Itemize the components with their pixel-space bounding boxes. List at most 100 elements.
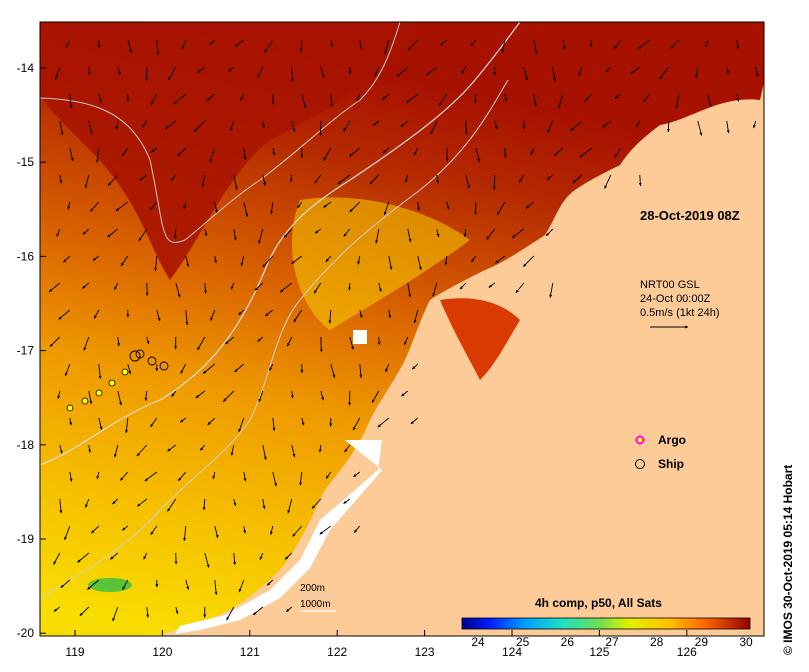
- current-vector: [602, 120, 612, 128]
- current-vector: [292, 525, 303, 537]
- current-vector: [461, 66, 467, 75]
- current-vector: [330, 39, 334, 48]
- current-vector: [204, 282, 207, 294]
- current-vector: [259, 552, 264, 561]
- current-vector: [736, 39, 740, 50]
- current-vector: [204, 228, 208, 237]
- current-vector: [314, 228, 322, 234]
- current-vector: [88, 66, 91, 76]
- current-vector: [755, 66, 759, 77]
- current-vector: [174, 93, 187, 104]
- current-vector: [55, 66, 61, 80]
- current-vector: [225, 336, 235, 345]
- current-vector: [289, 174, 293, 183]
- current-vector: [285, 606, 293, 613]
- current-vector: [143, 552, 148, 560]
- current-vector: [375, 228, 380, 244]
- current-vector: [107, 174, 119, 186]
- current-vector: [121, 147, 129, 156]
- current-vector: [209, 147, 216, 163]
- current-vector: [58, 309, 71, 320]
- current-vector: [69, 471, 73, 482]
- current-vector: [127, 39, 132, 53]
- current-vector: [67, 201, 71, 210]
- current-vector: [291, 444, 296, 458]
- current-vector: [518, 174, 525, 184]
- current-vector: [197, 336, 206, 351]
- current-vector: [150, 147, 158, 153]
- current-vector: [65, 39, 71, 48]
- current-vector: [88, 444, 92, 453]
- current-vector: [181, 39, 187, 50]
- current-vector: [257, 336, 264, 342]
- current-vector: [92, 255, 100, 261]
- current-vector: [320, 66, 325, 79]
- current-vector: [301, 93, 307, 109]
- current-vector: [330, 93, 334, 107]
- current-vector: [96, 147, 100, 163]
- current-vector: [83, 336, 90, 351]
- current-vector: [185, 579, 190, 590]
- current-vector: [290, 66, 294, 83]
- current-vector: [222, 390, 235, 402]
- current-vector: [269, 525, 274, 535]
- current-vector: [439, 39, 448, 46]
- current-vector: [546, 174, 554, 180]
- current-vector: [171, 390, 177, 397]
- current-vector: [150, 417, 158, 428]
- current-vector: [149, 201, 158, 210]
- current-vector: [119, 471, 129, 481]
- current-vector: [533, 93, 537, 107]
- colorbar-tick-label: 28: [650, 635, 664, 649]
- colorbar-tick-label: 27: [605, 635, 619, 649]
- current-time-label: 24-Oct 00:00Z: [640, 293, 711, 305]
- current-vector: [96, 471, 100, 480]
- current-vector: [318, 444, 322, 453]
- warm-plume: [291, 197, 470, 330]
- current-vector: [635, 120, 641, 128]
- current-vector: [523, 66, 528, 81]
- current-vector: [238, 309, 245, 316]
- current-vector: [613, 39, 622, 49]
- current-vector: [197, 66, 206, 74]
- current-vector: [675, 93, 680, 109]
- current-source-label: NRT00 GSL: [640, 279, 700, 291]
- current-vector: [766, 40, 770, 54]
- current-vector: [411, 363, 419, 370]
- current-vector: [385, 363, 390, 373]
- current-vector: [503, 147, 507, 158]
- current-vector: [262, 174, 266, 186]
- current-vector: [226, 606, 235, 621]
- land-mass: [160, 82, 764, 636]
- current-vector: [238, 579, 245, 593]
- current-vector: [614, 147, 622, 158]
- current-vector: [432, 282, 438, 297]
- current-vector: [269, 363, 274, 371]
- current-vector: [177, 147, 187, 157]
- x-tick-label: 119: [65, 645, 84, 659]
- colorbar-tick-label: 29: [695, 635, 709, 649]
- colorbar-tick-label: 30: [739, 635, 753, 649]
- current-vector: [430, 120, 438, 135]
- current-vector: [265, 309, 274, 317]
- current-vector: [110, 552, 119, 560]
- argo-legend-label: Argo: [658, 433, 686, 447]
- isobath-1000m-label: 1000m: [300, 599, 331, 610]
- current-vector: [353, 471, 361, 478]
- land-peninsula: [440, 298, 520, 380]
- colorbar-tick-label: 24: [471, 635, 485, 649]
- current-vector: [348, 282, 351, 291]
- current-vector: [214, 201, 218, 214]
- current-vector: [64, 525, 71, 541]
- current-vector: [165, 120, 177, 130]
- current-vector: [497, 201, 506, 216]
- current-vector: [407, 228, 412, 243]
- current-vector: [349, 147, 361, 157]
- current-vector: [464, 120, 468, 136]
- current-vector: [234, 363, 245, 373]
- current-vector: [258, 390, 264, 403]
- current-vector: [233, 228, 237, 241]
- current-vector: [349, 201, 361, 213]
- current-vector: [82, 228, 90, 235]
- colorbar-title: 4h comp, p50, All Sats: [535, 596, 662, 610]
